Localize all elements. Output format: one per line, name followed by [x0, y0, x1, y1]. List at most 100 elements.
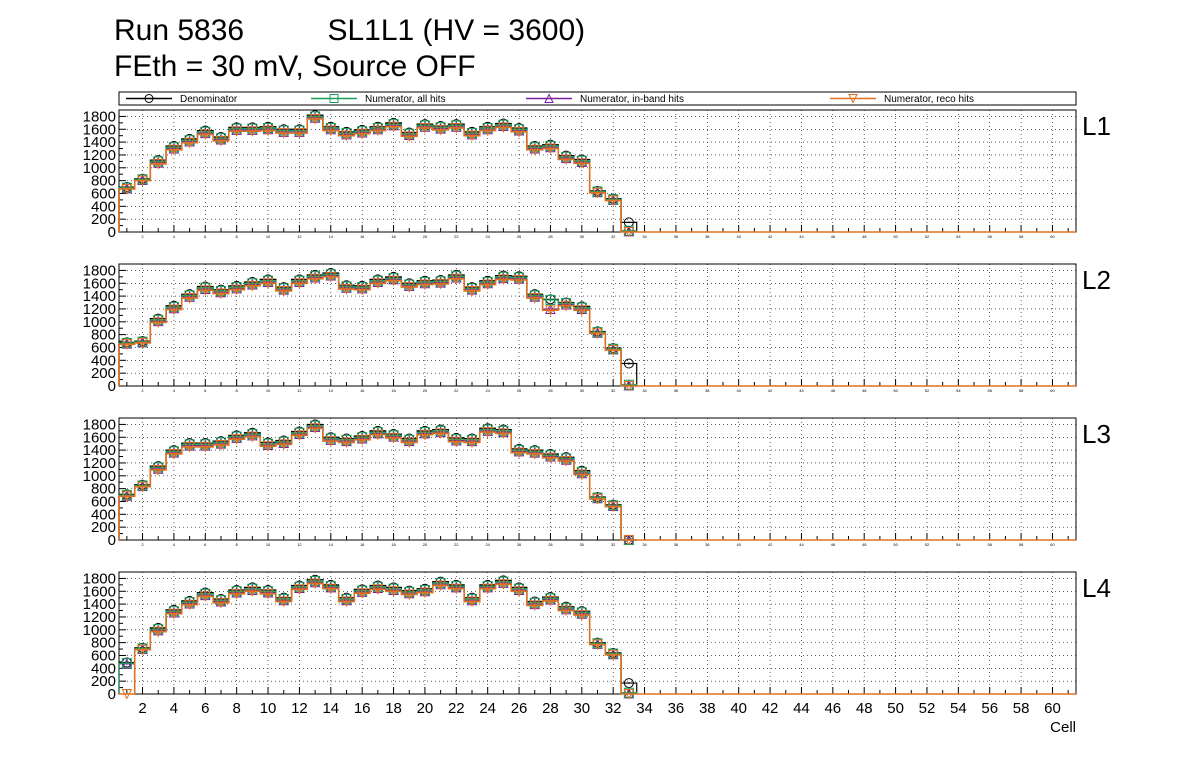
y-tick-label: 1000 — [83, 160, 116, 177]
legend-marker — [144, 94, 154, 103]
data-point — [152, 317, 164, 329]
data-point — [513, 447, 525, 459]
data-point — [529, 600, 541, 612]
data-point — [231, 282, 242, 294]
data-point — [231, 434, 242, 445]
data-point — [592, 492, 603, 503]
x-tick-label: 54 — [956, 542, 961, 547]
data-point — [403, 129, 415, 141]
x-tick-label: 36 — [668, 700, 685, 717]
data-point — [592, 327, 603, 338]
data-point — [121, 339, 133, 350]
data-point — [215, 133, 227, 145]
y-tick-label: 200 — [91, 211, 116, 228]
data-point — [498, 426, 509, 438]
data-point — [341, 594, 352, 606]
histogram-line — [118, 118, 1076, 233]
y-tick-label: 800 — [91, 327, 116, 344]
data-point — [513, 126, 525, 138]
x-tick-label: 18 — [385, 700, 402, 717]
x-tick-label: 26 — [517, 388, 522, 393]
x-tick-label: 30 — [573, 700, 590, 717]
x-tick-label: 10 — [266, 234, 271, 239]
x-tick-label: 20 — [417, 700, 434, 717]
data-point — [607, 195, 619, 207]
data-point — [498, 274, 509, 286]
data-point — [152, 315, 164, 327]
data-point — [168, 606, 180, 618]
data-point — [372, 276, 384, 287]
x-tick-label: 26 — [517, 542, 522, 547]
data-point — [325, 583, 337, 595]
x-tick-label: 52 — [925, 234, 930, 239]
data-point — [560, 298, 572, 310]
data-point — [592, 186, 603, 197]
data-point — [545, 595, 556, 607]
x-tick-label: 30 — [580, 234, 585, 239]
x-axis: 2 4 6 8 10 12 14 16 18 20 22 24 26 28 30 32 34 36 38 40 42 44… — [126, 379, 1069, 393]
x-tick-label: 42 — [768, 388, 773, 393]
series-numerator-reco — [119, 578, 1076, 700]
data-point — [215, 288, 227, 300]
legend-label: Numerator, all hits — [365, 94, 446, 105]
legend-label: Numerator, in-band hits — [580, 94, 684, 105]
y-tick-label: 1600 — [83, 121, 116, 138]
data-point — [435, 580, 446, 592]
x-tick-label: 52 — [925, 388, 930, 393]
legend: Denominator Numerator, all hits Numerator,… — [118, 91, 1077, 106]
x-tick-label: 44 — [799, 388, 804, 393]
data-point — [356, 128, 368, 140]
x-tick-label: 18 — [391, 388, 396, 393]
data-point — [341, 437, 352, 449]
data-point — [215, 286, 227, 298]
data-point — [294, 582, 305, 594]
data-point — [372, 123, 384, 135]
data-point — [294, 584, 305, 595]
data-point — [388, 119, 399, 131]
x-tick-label: 10 — [266, 388, 271, 393]
data-point — [545, 593, 556, 605]
data-point — [325, 434, 337, 445]
y-tick-label: 1000 — [83, 468, 116, 485]
x-tick-label: 12 — [297, 388, 302, 393]
data-point — [466, 596, 478, 608]
data-point — [450, 271, 462, 283]
data-point — [247, 280, 258, 292]
data-point — [231, 124, 242, 135]
data-point — [372, 278, 384, 289]
y-tick-label: 400 — [91, 198, 116, 215]
data-point — [184, 293, 195, 304]
data-point — [560, 152, 572, 164]
x-tick-label: 8 — [232, 700, 240, 717]
data-point — [560, 454, 572, 465]
data-point — [388, 584, 399, 595]
x-tick-label: 20 — [423, 388, 428, 393]
data-point — [608, 648, 619, 659]
x-tick-label: 30 — [580, 388, 585, 393]
data-point — [513, 445, 525, 457]
x-tick-label: 36 — [674, 234, 679, 239]
data-point — [184, 597, 195, 609]
data-point — [513, 273, 525, 284]
data-point — [262, 278, 274, 289]
data-point — [498, 577, 509, 588]
data-point — [576, 469, 588, 481]
x-tick-label: 2 — [138, 700, 146, 717]
x-tick-label: 58 — [1019, 542, 1024, 547]
x-tick-label: 26 — [517, 234, 522, 239]
data-point — [262, 588, 274, 600]
x-tick-label: 28 — [548, 542, 553, 547]
data-point — [278, 437, 290, 449]
data-point — [592, 328, 603, 339]
x-tick-label: 16 — [360, 388, 365, 393]
data-point — [309, 112, 321, 123]
data-point — [152, 158, 164, 170]
data-point — [419, 587, 431, 599]
data-point — [356, 126, 368, 138]
data-point — [576, 156, 588, 168]
data-point — [372, 125, 384, 137]
y-tick-label: 400 — [91, 352, 116, 369]
data-point — [199, 129, 211, 141]
x-tick-label: 28 — [542, 700, 559, 717]
